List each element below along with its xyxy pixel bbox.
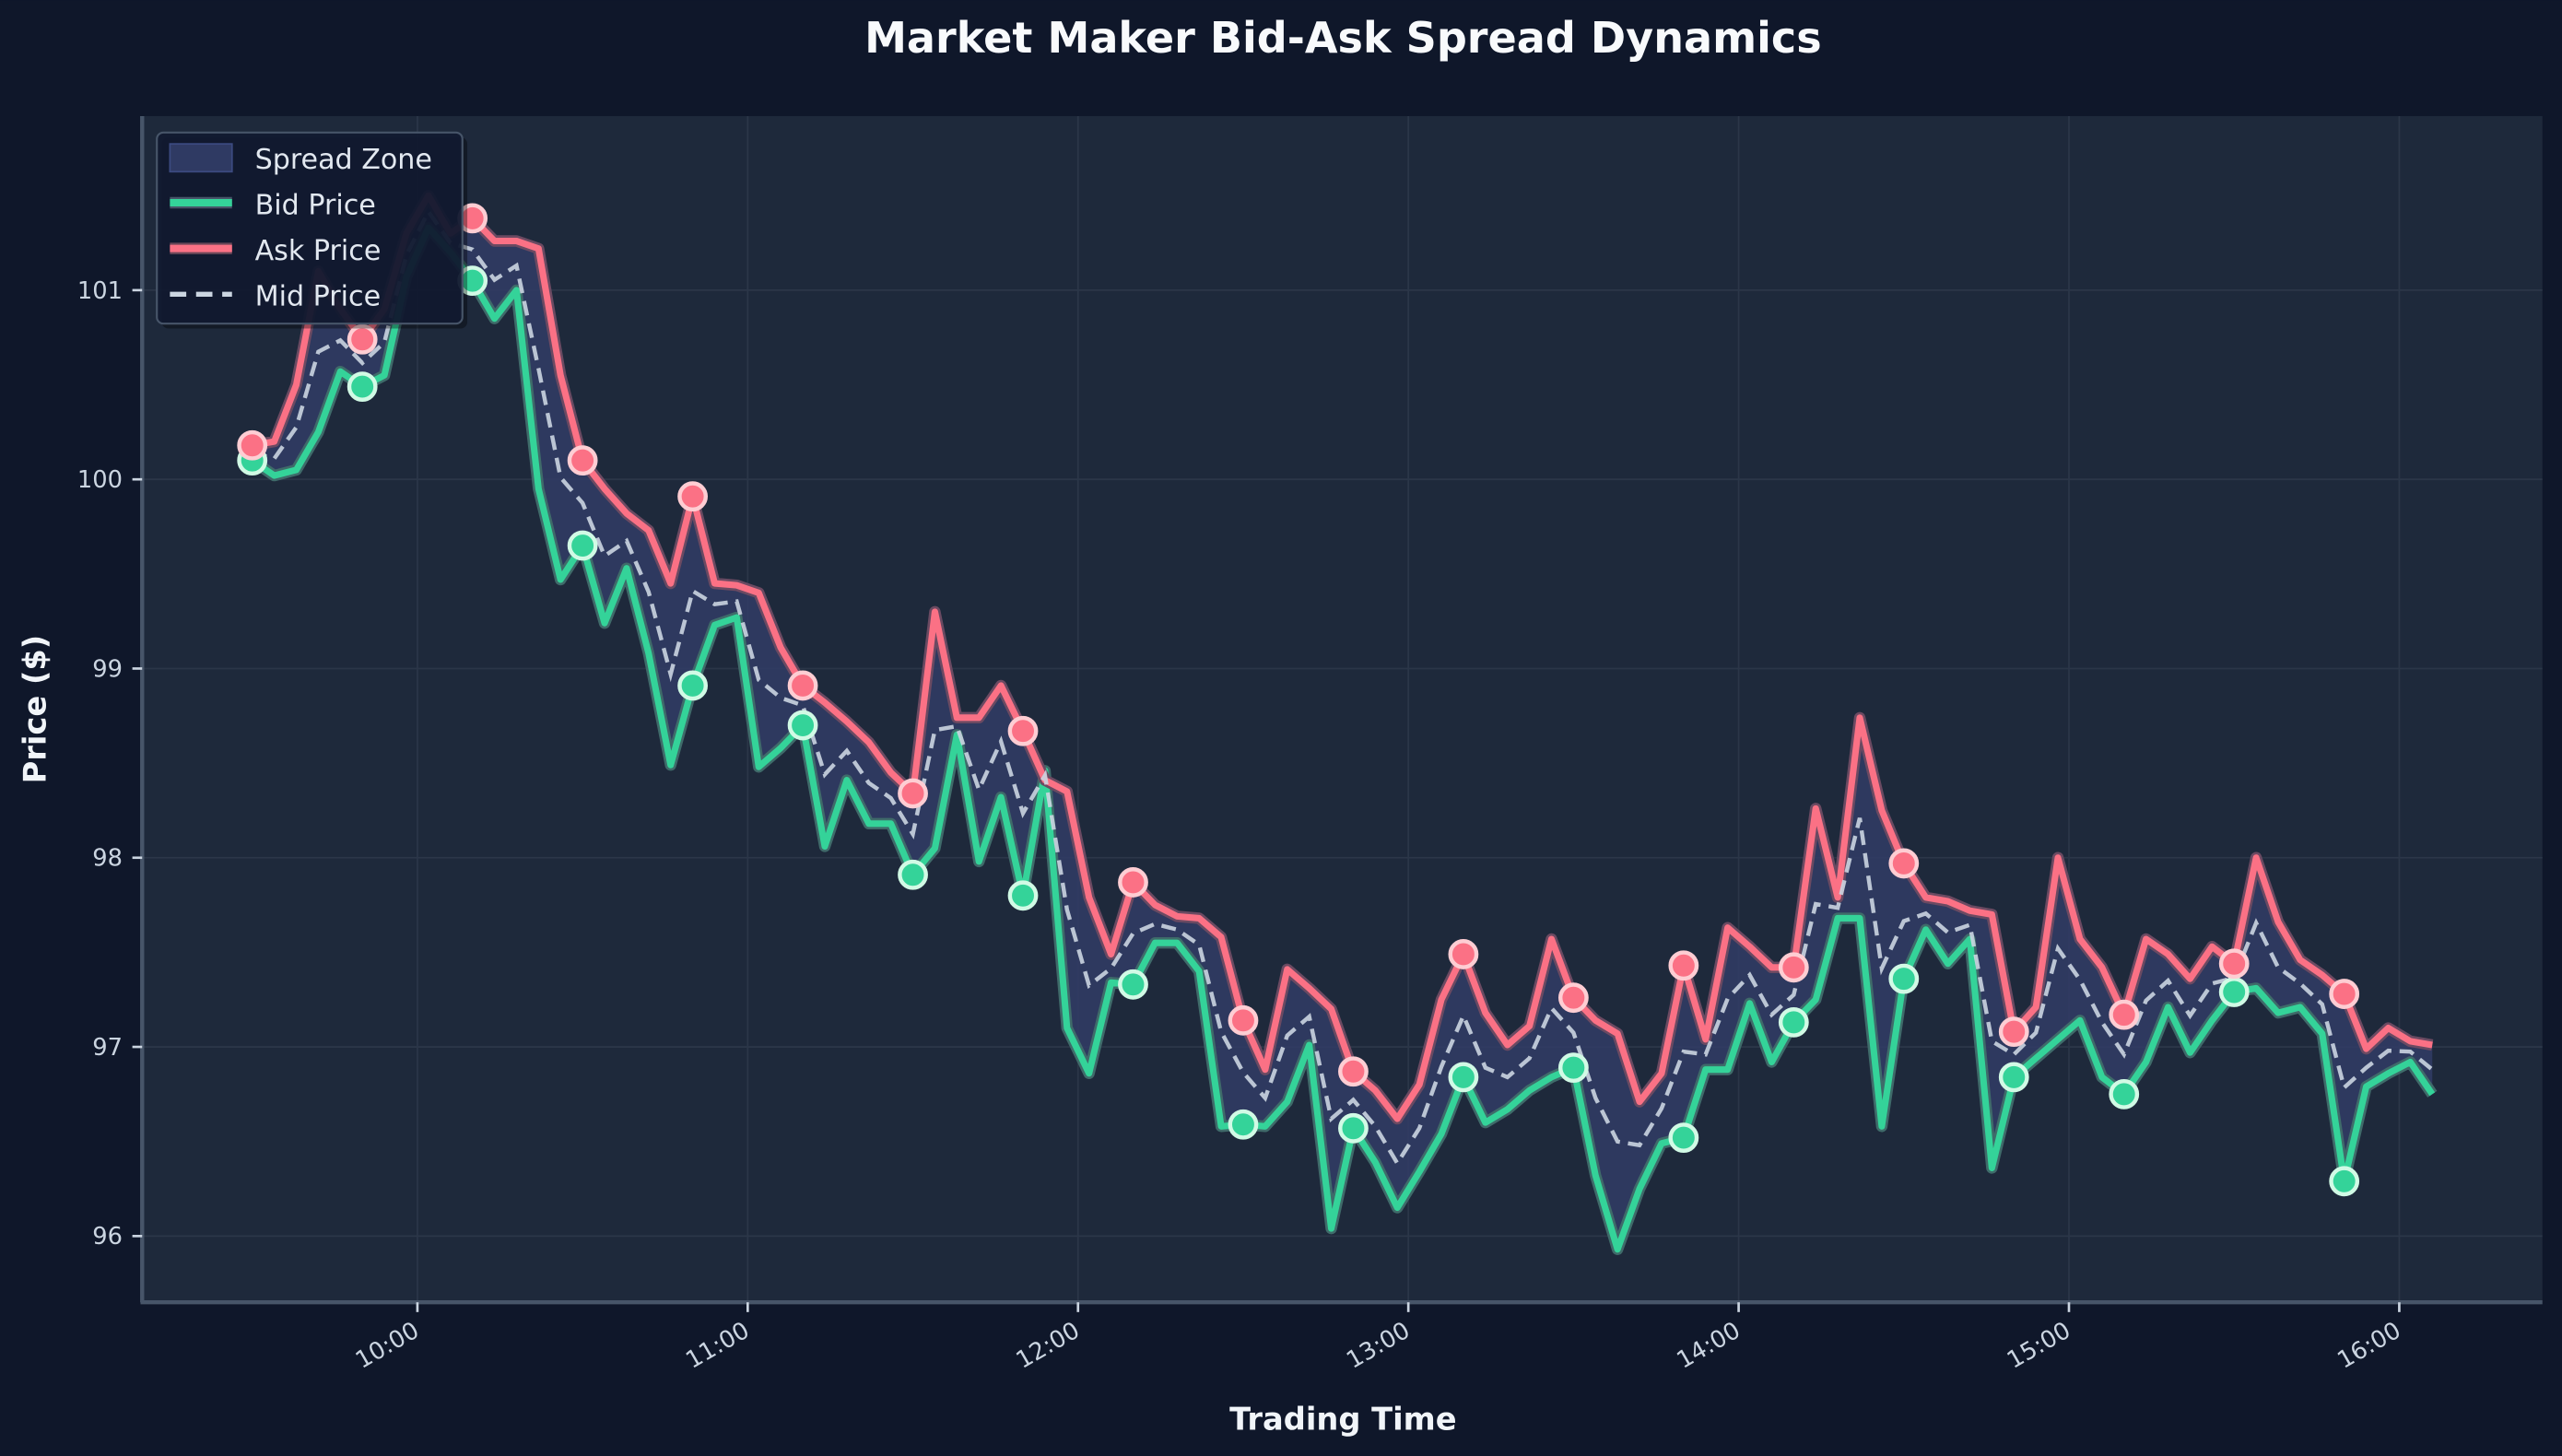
ask-price-marker bbox=[898, 778, 928, 809]
bid-price-marker bbox=[1668, 1122, 1699, 1153]
bid-price-marker bbox=[1998, 1062, 2029, 1093]
ask-price-marker bbox=[787, 670, 818, 701]
y-tick-label: 101 bbox=[77, 277, 123, 305]
x-axis-label: Trading Time bbox=[1229, 1401, 1456, 1437]
bid-price-marker bbox=[898, 859, 928, 890]
legend-label-ask-price: Ask Price bbox=[255, 235, 382, 267]
ask-price-marker bbox=[1778, 952, 1809, 983]
y-tick-label: 97 bbox=[92, 1034, 123, 1062]
legend-label-bid-price: Bid Price bbox=[255, 189, 376, 221]
y-axis-ticks: 96 97 98 99 100 101 bbox=[77, 277, 143, 1251]
bid-price-marker bbox=[677, 670, 709, 701]
ask-price-marker bbox=[677, 481, 709, 512]
ask-price-line bbox=[252, 192, 2433, 1122]
bid-price-marker bbox=[1888, 963, 1920, 994]
chart-title: Market Maker Bid-Ask Spread Dynamics bbox=[864, 13, 1822, 63]
bid-price-line bbox=[250, 224, 2436, 1253]
ask-price-marker bbox=[347, 323, 378, 355]
bid-price-marker bbox=[1778, 1006, 1809, 1038]
bid-price-marker bbox=[2218, 977, 2250, 1007]
legend: Spread Zone Bid Price Ask Price Mid Pric… bbox=[156, 131, 468, 329]
spread-zone bbox=[252, 195, 2433, 1250]
ask-price-marker bbox=[1998, 1016, 2029, 1048]
bid-price-marker bbox=[1228, 1109, 1259, 1140]
bid-price-marker bbox=[1557, 1052, 1589, 1084]
y-tick-label: 99 bbox=[92, 655, 123, 683]
y-axis-label: Price ($) bbox=[18, 635, 53, 784]
legend-swatch-spread-zone bbox=[169, 143, 233, 173]
ask-price-marker bbox=[2109, 999, 2140, 1030]
spread-zone-area bbox=[252, 195, 2433, 1250]
y-tick-label: 96 bbox=[92, 1223, 123, 1251]
y-tick-label: 98 bbox=[92, 845, 123, 873]
ask-price-marker bbox=[2329, 979, 2360, 1009]
ask-price-marker bbox=[2218, 948, 2250, 980]
legend-label-mid-price: Mid Price bbox=[255, 281, 382, 313]
mid-price-line bbox=[252, 207, 2434, 1168]
bid-price-marker bbox=[1118, 969, 1148, 1000]
ask-price-marker bbox=[1668, 950, 1699, 981]
bid-price-marker bbox=[787, 710, 818, 741]
series-markers bbox=[237, 203, 2360, 1197]
y-tick-label: 100 bbox=[77, 466, 123, 494]
ask-price-marker bbox=[567, 445, 598, 476]
bid-price-marker bbox=[1007, 880, 1039, 911]
bid-price-marker bbox=[2109, 1078, 2140, 1110]
ask-price-marker bbox=[1448, 939, 1479, 969]
bid-price-marker bbox=[347, 371, 378, 402]
ask-price-marker bbox=[1338, 1056, 1369, 1087]
bid-price-marker bbox=[2329, 1166, 2360, 1197]
ask-price-marker bbox=[1557, 982, 1589, 1014]
ask-price-marker bbox=[1888, 848, 1920, 879]
series-lines bbox=[249, 190, 2438, 1255]
ask-price-marker bbox=[1118, 867, 1148, 898]
ask-price-marker bbox=[1007, 715, 1039, 746]
bid-price-marker bbox=[567, 530, 598, 561]
legend-label-spread-zone: Spread Zone bbox=[255, 144, 432, 176]
ask-price-marker bbox=[1228, 1004, 1259, 1036]
ask-price-marker bbox=[237, 429, 268, 461]
bid-price-marker bbox=[1448, 1062, 1479, 1093]
bid-price-marker bbox=[1338, 1112, 1369, 1144]
